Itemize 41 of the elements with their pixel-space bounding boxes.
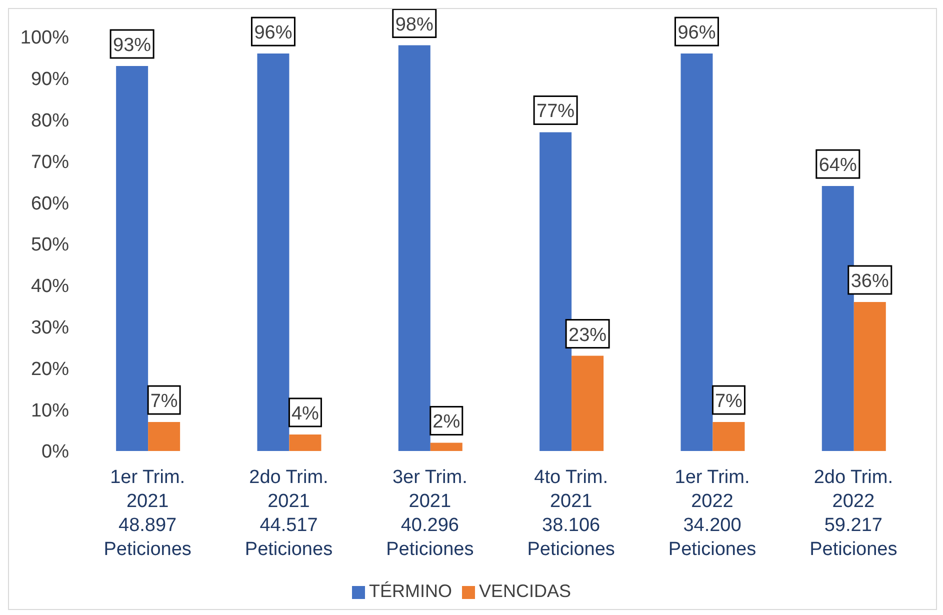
data-label: 2% xyxy=(432,412,460,433)
y-tick-label: 40% xyxy=(30,276,70,298)
bar xyxy=(289,434,322,451)
bar xyxy=(680,54,713,451)
bar xyxy=(572,356,604,451)
data-label: 23% xyxy=(568,324,607,346)
y-tick-label: 30% xyxy=(30,318,70,339)
y-tick-label: 0% xyxy=(42,442,70,463)
y-tick-label: 70% xyxy=(30,152,70,173)
data-label: 7% xyxy=(150,391,178,412)
data-label: 4% xyxy=(291,403,320,424)
bar xyxy=(854,302,886,451)
data-label: 64% xyxy=(818,155,858,176)
y-tick-label: 100% xyxy=(20,28,70,49)
bar xyxy=(712,422,745,451)
x-tick-label: 2do Trim. 2022 59.217 Peticiones xyxy=(810,467,898,560)
y-tick-label: 50% xyxy=(30,234,70,256)
x-tick-label: 4to Trim. 2021 38.106 Peticiones xyxy=(527,467,615,560)
data-label: 98% xyxy=(395,14,434,36)
data-label: 36% xyxy=(850,270,890,292)
data-label: 93% xyxy=(113,34,152,56)
data-label: 96% xyxy=(254,22,292,44)
legend-label: VENCIDAS xyxy=(478,581,572,601)
bar xyxy=(430,442,462,451)
x-tick-label: 2do Trim. 2021 44.517 Peticiones xyxy=(244,467,333,560)
data-label: 96% xyxy=(678,22,716,44)
data-label: 7% xyxy=(714,391,743,412)
bar xyxy=(116,66,148,451)
legend-label: TÉRMINO xyxy=(368,581,452,601)
x-tick-label: 1er Trim. 2022 34.200 Peticiones xyxy=(668,467,756,560)
y-tick-label: 90% xyxy=(30,69,70,90)
y-tick-label: 10% xyxy=(30,400,70,422)
y-tick-label: 80% xyxy=(30,110,70,132)
x-tick-label: 1er Trim. 2021 48.897 Peticiones xyxy=(104,467,192,560)
data-label: 77% xyxy=(536,101,575,122)
y-tick-label: 20% xyxy=(30,358,70,380)
y-tick-label: 60% xyxy=(30,193,70,214)
bar xyxy=(257,54,290,451)
bar xyxy=(148,422,180,451)
x-tick-label: 3er Trim. 2021 40.296 Peticiones xyxy=(386,467,474,560)
bar xyxy=(398,45,430,451)
